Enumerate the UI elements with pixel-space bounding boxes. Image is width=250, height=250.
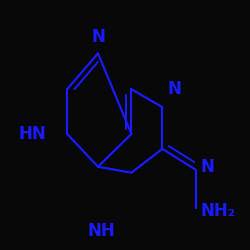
- Text: N: N: [201, 158, 215, 176]
- Text: N: N: [168, 80, 181, 98]
- Text: NH: NH: [88, 222, 116, 240]
- Text: N: N: [91, 28, 105, 46]
- Text: HN: HN: [19, 125, 46, 143]
- Text: NH₂: NH₂: [201, 202, 236, 220]
